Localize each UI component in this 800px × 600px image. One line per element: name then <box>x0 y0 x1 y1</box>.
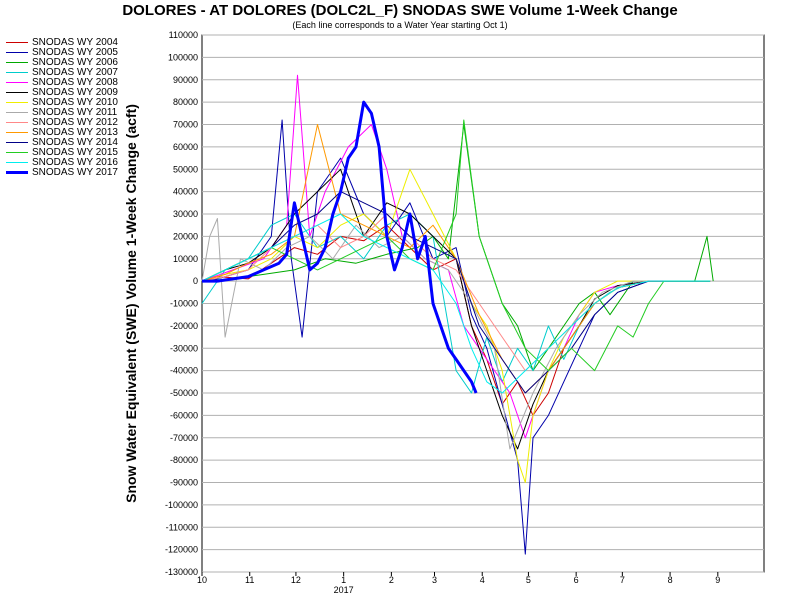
chart-legend: SNODAS WY 2004 SNODAS WY 2005 SNODAS WY 20… <box>4 38 144 178</box>
legend-label: SNODAS WY 2008 <box>32 77 118 88</box>
x-tick-label: 11 <box>245 575 254 585</box>
y-tick-label: -50000 <box>170 388 198 398</box>
x-tick-label: 5 <box>526 575 531 585</box>
x-tick-label: 6 <box>574 575 579 585</box>
legend-swatch <box>6 42 28 43</box>
legend-entry: SNODAS WY 2016 <box>4 158 144 168</box>
legend-label: SNODAS WY 2014 <box>32 137 118 148</box>
x-tick-label: 7 <box>620 575 625 585</box>
y-tick-label: -120000 <box>165 545 198 555</box>
y-tick-label: 60000 <box>173 142 198 152</box>
legend-entry: SNODAS WY 2015 <box>4 148 144 158</box>
legend-entry: SNODAS WY 2007 <box>4 68 144 78</box>
y-tick-label: -70000 <box>170 433 198 443</box>
chart-title: DOLORES - AT DOLORES (DOLC2L_F) SNODAS S… <box>122 2 678 19</box>
legend-swatch <box>6 142 28 143</box>
y-tick-label: -10000 <box>170 299 198 309</box>
legend-label: SNODAS WY 2013 <box>32 127 118 138</box>
legend-label: SNODAS WY 2010 <box>32 97 118 108</box>
legend-label: SNODAS WY 2011 <box>32 107 118 118</box>
legend-label: SNODAS WY 2005 <box>32 47 118 58</box>
x-tick-label: 8 <box>668 575 673 585</box>
legend-label: SNODAS WY 2004 <box>32 37 118 48</box>
y-tick-label: -90000 <box>170 478 198 488</box>
series-line-snodas-wy-2015 <box>201 119 711 372</box>
legend-entry: SNODAS WY 2010 <box>4 98 144 108</box>
legend-swatch <box>6 171 28 174</box>
x-tick-label: 1 <box>341 575 346 585</box>
legend-entry: SNODAS WY 2008 <box>4 78 144 88</box>
legend-swatch <box>6 112 28 113</box>
series-line-snodas-wy-2016 <box>201 213 711 394</box>
legend-label: SNODAS WY 2012 <box>32 117 118 128</box>
x-tick-label: 9 <box>715 575 720 585</box>
y-tick-label: 100000 <box>168 52 198 62</box>
legend-swatch <box>6 62 28 63</box>
legend-entry: SNODAS WY 2005 <box>4 48 144 58</box>
y-tick-label: -20000 <box>170 321 198 331</box>
y-tick-label: -100000 <box>165 500 198 510</box>
legend-entry: SNODAS WY 2017 <box>4 168 144 178</box>
y-tick-label: 20000 <box>173 231 198 241</box>
legend-label: SNODAS WY 2009 <box>32 87 118 98</box>
y-tick-label: -30000 <box>170 343 198 353</box>
legend-entry: SNODAS WY 2012 <box>4 118 144 128</box>
y-tick-label: 110000 <box>169 30 198 40</box>
legend-swatch <box>6 132 28 133</box>
y-tick-label: 50000 <box>173 164 198 174</box>
y-tick-label: 40000 <box>173 187 198 197</box>
y-tick-label: -80000 <box>170 455 198 465</box>
legend-entry: SNODAS WY 2006 <box>4 58 144 68</box>
legend-swatch <box>6 52 28 53</box>
legend-label: SNODAS WY 2006 <box>32 57 118 68</box>
x-year-label: 2017 <box>334 585 354 595</box>
x-tick-label: 4 <box>480 575 485 585</box>
legend-entry: SNODAS WY 2013 <box>4 128 144 138</box>
series-line-snodas-wy-2009 <box>201 168 711 450</box>
chart-subtitle: (Each line corresponds to a Water Year s… <box>292 20 508 30</box>
legend-swatch <box>6 162 28 163</box>
series-line-snodas-wy-2013 <box>201 124 711 394</box>
y-tick-label: 0 <box>193 276 198 286</box>
y-tick-label: 30000 <box>173 209 198 219</box>
y-tick-label: 90000 <box>173 75 198 85</box>
x-tick-label: 3 <box>432 575 437 585</box>
y-axis-label: Snow Water Equivalent (SWE) Volume 1-Wee… <box>123 104 139 503</box>
y-tick-label: 10000 <box>173 254 198 264</box>
x-tick-label: 12 <box>291 575 301 585</box>
legend-label: SNODAS WY 2015 <box>32 147 118 158</box>
legend-swatch <box>6 82 28 83</box>
x-tick-label: 2 <box>389 575 394 585</box>
legend-swatch <box>6 122 28 123</box>
legend-swatch <box>6 102 28 103</box>
y-tick-label: -40000 <box>170 366 198 376</box>
legend-label: SNODAS WY 2017 <box>32 167 118 178</box>
legend-swatch <box>6 152 28 153</box>
y-tick-label: -110000 <box>166 522 198 532</box>
legend-entry: SNODAS WY 2011 <box>4 108 144 118</box>
legend-entry: SNODAS WY 2009 <box>4 88 144 98</box>
legend-entry: SNODAS WY 2014 <box>4 138 144 148</box>
y-tick-label: -60000 <box>170 410 198 420</box>
series-line-snodas-wy-2011 <box>201 218 711 450</box>
legend-swatch <box>6 92 28 93</box>
legend-entry: SNODAS WY 2004 <box>4 38 144 48</box>
legend-swatch <box>6 72 28 73</box>
y-tick-label: -130000 <box>165 567 198 577</box>
legend-label: SNODAS WY 2016 <box>32 157 118 168</box>
series-line-snodas-wy-2014 <box>201 191 711 394</box>
legend-label: SNODAS WY 2007 <box>32 67 118 78</box>
y-tick-label: 70000 <box>173 120 198 130</box>
y-tick-label: 80000 <box>173 97 198 107</box>
series-line-snodas-wy-2017 <box>202 100 478 394</box>
x-tick-label: 10 <box>197 575 207 585</box>
